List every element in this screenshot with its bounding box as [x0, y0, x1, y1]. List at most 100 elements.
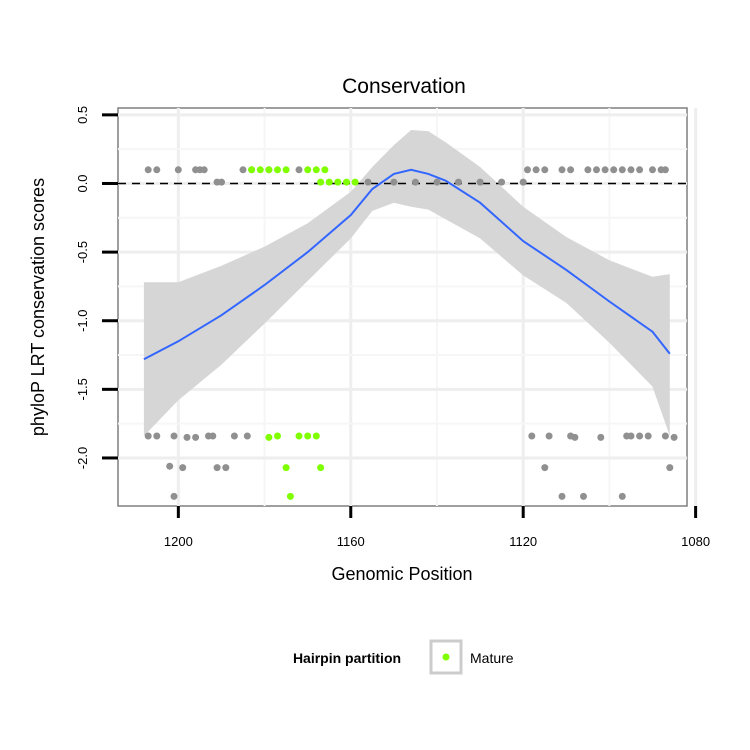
legend-mature-label: Mature [470, 650, 514, 666]
y-axis-label: phyloP LRT conservation scores [28, 178, 48, 436]
other-point [144, 166, 152, 174]
other-point [649, 166, 656, 174]
other-point [670, 433, 678, 441]
mature-point [351, 178, 359, 186]
other-point [230, 432, 238, 440]
x-tick-label: 1080 [681, 534, 710, 549]
mature-point [304, 166, 312, 174]
chart-title: Conservation [342, 75, 466, 98]
mature-point [286, 492, 294, 500]
mature-point [256, 166, 264, 174]
mature-point [321, 166, 329, 174]
mature-point [312, 432, 320, 440]
mature-point [304, 432, 312, 440]
other-point [528, 432, 536, 440]
other-point [390, 178, 398, 186]
other-point [192, 433, 200, 441]
other-point [174, 166, 182, 174]
mature-point [317, 464, 325, 472]
x-tick-label: 1200 [164, 534, 193, 549]
axes-layer: 1200 1160 1120 1080 0.5 0.0 -0.5 -1.0 -1.5 -2.0 [75, 106, 710, 549]
other-point [166, 462, 174, 470]
other-point [627, 432, 635, 440]
other-point [243, 432, 251, 440]
other-point [666, 464, 674, 472]
confidence-ribbon [143, 130, 670, 436]
mature-point [265, 166, 273, 174]
other-point [567, 166, 575, 174]
other-point [571, 433, 579, 441]
other-point [433, 178, 441, 186]
other-point [209, 432, 217, 440]
smooth-line-layer [143, 168, 671, 361]
legend-mature-marker [442, 653, 450, 661]
other-point [476, 178, 484, 186]
other-point [610, 166, 618, 174]
other-point [200, 166, 208, 174]
other-point [524, 166, 531, 174]
x-tick-label: 1120 [509, 534, 537, 549]
other-point [661, 166, 669, 174]
mature-point [317, 178, 325, 186]
y-tick-label: 0.0 [75, 174, 90, 192]
other-point [580, 492, 587, 500]
other-point [627, 166, 635, 174]
legend-title: Hairpin partition [293, 650, 401, 666]
other-point [170, 492, 178, 500]
other-point [597, 433, 605, 441]
y-tick-label: -2.0 [75, 447, 90, 469]
confidence-ribbon-layer [143, 130, 670, 436]
legend-key-box [429, 639, 463, 675]
other-point [558, 166, 566, 174]
other-point [455, 178, 462, 186]
other-point [295, 166, 303, 174]
other-point [170, 432, 178, 440]
x-tick-label: 1160 [337, 534, 365, 549]
other-point [541, 166, 549, 174]
other-point [498, 178, 506, 186]
other-point [601, 166, 609, 174]
other-point [364, 178, 372, 186]
other-point [636, 166, 644, 174]
other-point [153, 432, 161, 440]
other-point [222, 464, 230, 472]
other-point [144, 432, 152, 440]
mature-point [282, 166, 290, 174]
other-point [661, 432, 669, 440]
y-tick-label: 0.5 [75, 106, 90, 124]
mature-point [274, 432, 281, 440]
other-point [179, 464, 187, 472]
smooth-trend-line [143, 168, 671, 361]
other-point [239, 166, 247, 174]
other-point [558, 492, 566, 500]
mature-point [265, 433, 273, 441]
other-point [532, 166, 540, 174]
data-points-layer [144, 166, 678, 500]
other-point [593, 166, 600, 174]
other-point [519, 178, 527, 186]
other-point [545, 432, 553, 440]
other-point [213, 464, 221, 472]
legend: Hairpin partition Mature [293, 639, 514, 675]
other-point [636, 432, 644, 440]
other-point [218, 178, 225, 186]
y-tick-label: -0.5 [75, 241, 90, 263]
other-point [541, 464, 549, 472]
other-point [584, 166, 592, 174]
y-tick-label: -1.0 [75, 309, 90, 331]
mature-point [325, 178, 333, 186]
other-point [644, 432, 652, 440]
x-axis-label: Genomic Position [331, 564, 472, 584]
mature-point [248, 166, 256, 174]
mature-point [274, 166, 281, 174]
mature-point [312, 166, 320, 174]
mature-point [334, 178, 342, 186]
y-tick-label: -1.5 [75, 378, 90, 400]
other-point [618, 166, 626, 174]
other-point [618, 492, 626, 500]
other-point [183, 433, 191, 441]
mature-point [282, 464, 290, 472]
mature-point [295, 432, 303, 440]
other-point [153, 166, 161, 174]
